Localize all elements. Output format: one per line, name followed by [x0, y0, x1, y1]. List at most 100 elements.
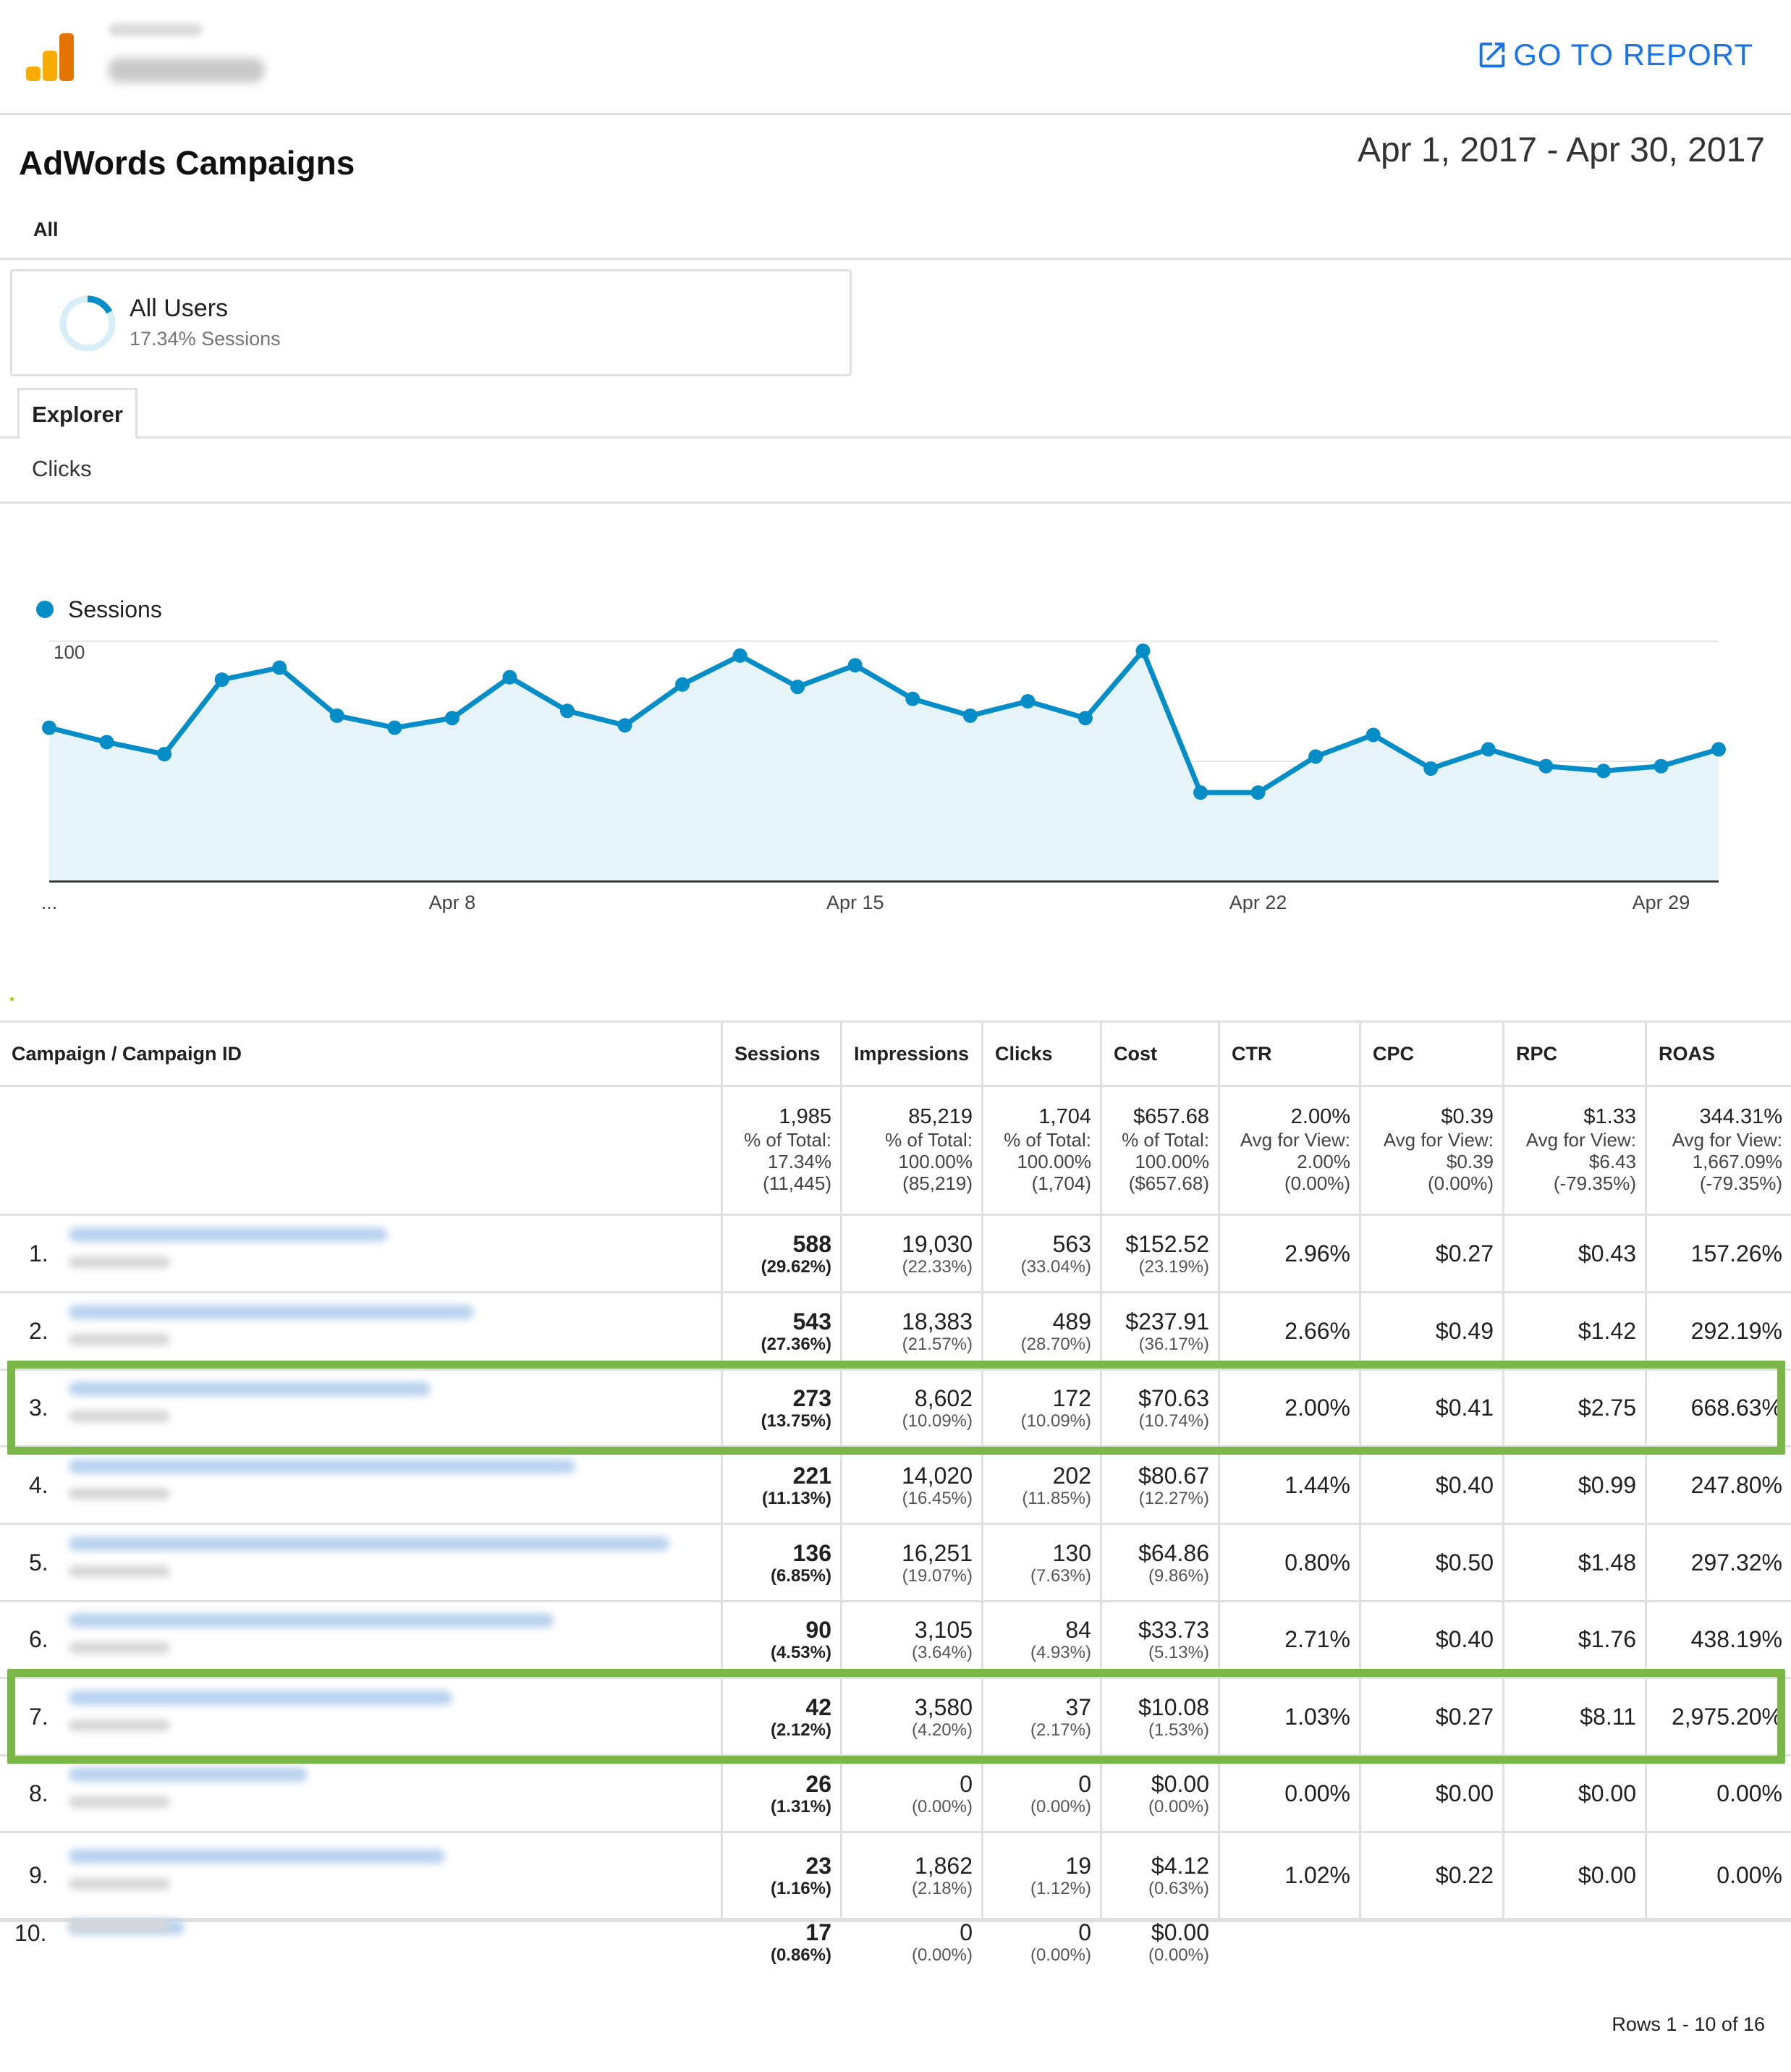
- column-header-cpc[interactable]: CPC: [1359, 1023, 1502, 1085]
- column-header-campaign[interactable]: Campaign / Campaign ID: [0, 1023, 721, 1085]
- column-header-impressions[interactable]: Impressions: [840, 1023, 981, 1085]
- impressions-percent: (2.18%): [911, 1879, 973, 1898]
- table-row[interactable]: 7. 42 (2.12%) 3,580 (4.20%) 37 (2.17%) $10.08 (1…: [0, 1679, 1791, 1756]
- column-header-cost[interactable]: Cost: [1100, 1023, 1218, 1085]
- sessions-percent: (29.62%): [761, 1256, 831, 1277]
- segment-filter-all[interactable]: All: [33, 219, 59, 240]
- table-row[interactable]: 2. 543 (27.36%) 18,383 (21.57%) 489 (28.70%) $2…: [0, 1293, 1791, 1371]
- data-point: [99, 735, 114, 750]
- top-bar: GO TO REPORT: [0, 0, 1791, 115]
- campaign-cell[interactable]: 9.: [0, 1833, 721, 1918]
- table-row[interactable]: 3. 273 (13.75%) 8,602 (10.09%) 172 (10.09%) $70…: [0, 1371, 1791, 1447]
- campaign-name-blurred[interactable]: [69, 1613, 554, 1628]
- sessions-value: 221: [792, 1462, 831, 1489]
- table-row[interactable]: 1. 588 (29.62%) 19,030 (22.33%) 563 (33.04%) $1…: [0, 1216, 1791, 1293]
- totals-line: 100.00%: [898, 1151, 973, 1172]
- campaign-name-blurred[interactable]: [69, 1458, 575, 1473]
- table-row[interactable]: 5. 136 (6.85%) 16,251 (19.07%) 130 (7.63%) $64.…: [0, 1525, 1791, 1602]
- cell-cost: $237.91 (36.17%): [1100, 1293, 1218, 1369]
- cell-sessions: 23 (1.16%): [721, 1833, 840, 1918]
- cost-value: $152.52: [1125, 1230, 1209, 1257]
- cell-cost: $152.52 (23.19%): [1100, 1216, 1218, 1291]
- legend-dot: [36, 601, 54, 618]
- cost-value: $70.63: [1138, 1385, 1209, 1411]
- totals-line: (0.00%): [1427, 1172, 1494, 1194]
- campaign-name-blurred[interactable]: [69, 1690, 452, 1705]
- column-header-sessions[interactable]: Sessions: [721, 1023, 840, 1085]
- clicks-percent: (4.93%): [1030, 1643, 1091, 1662]
- cpc-value: $0.41: [1435, 1395, 1494, 1421]
- cell-cost: $80.67 (12.27%): [1100, 1447, 1218, 1523]
- rpc-value: $1.42: [1578, 1317, 1636, 1344]
- x-tick-label: Apr 8: [429, 892, 476, 913]
- campaign-name-blurred[interactable]: [69, 1536, 669, 1551]
- campaign-cell[interactable]: 5.: [0, 1525, 721, 1600]
- campaign-name-blurred[interactable]: [69, 1849, 445, 1864]
- cost-percent: (12.27%): [1138, 1488, 1209, 1508]
- rpc-value: $8.11: [1580, 1703, 1636, 1730]
- campaign-cell[interactable]: 2.: [0, 1293, 721, 1369]
- campaign-cell[interactable]: 3.: [0, 1371, 721, 1445]
- clicks-percent: (0.00%): [1030, 1797, 1091, 1817]
- data-point: [1423, 761, 1439, 776]
- totals-line: $0.39: [1446, 1151, 1494, 1172]
- roas-value: 668.63%: [1690, 1395, 1782, 1421]
- campaign-name-blurred[interactable]: [69, 1227, 387, 1242]
- tab-explorer[interactable]: Explorer: [17, 388, 137, 439]
- sessions-percent: (4.53%): [770, 1643, 831, 1662]
- totals-line: (0.00%): [1284, 1172, 1350, 1194]
- column-header-roas[interactable]: ROAS: [1645, 1023, 1791, 1085]
- totals-line: 100.00%: [1017, 1151, 1091, 1172]
- cell-roas: 297.32%: [1645, 1525, 1791, 1600]
- cell-rpc: $0.00: [1502, 1756, 1645, 1831]
- cpc-value: $0.40: [1435, 1626, 1494, 1652]
- campaign-cell[interactable]: 1.: [0, 1216, 721, 1291]
- column-header-clicks[interactable]: Clicks: [981, 1023, 1100, 1085]
- column-header-label: Cost: [1114, 1043, 1157, 1065]
- metric-selector[interactable]: Clicks: [32, 456, 92, 481]
- totals-line: $0.39: [1441, 1105, 1494, 1128]
- date-range[interactable]: Apr 1, 2017 - Apr 30, 2017: [1357, 131, 1765, 169]
- cell-rpc: $1.42: [1502, 1293, 1645, 1369]
- table-row[interactable]: 10. 17 (0.86%) 0 (0.00%) 0 (0.00%) $0.00 (0.00%)…: [0, 1920, 1791, 1965]
- campaign-cell[interactable]: 4.: [0, 1447, 721, 1523]
- campaign-cell[interactable]: 6.: [0, 1602, 721, 1677]
- campaign-name-blurred[interactable]: [69, 1382, 431, 1396]
- cell-ctr: 2.00%: [1218, 1371, 1359, 1445]
- ctr-value: 1.03%: [1284, 1703, 1350, 1730]
- campaign-name-blurred[interactable]: [69, 1767, 308, 1782]
- row-index: 3.: [29, 1395, 48, 1421]
- table-row[interactable]: 9. 23 (1.16%) 1,862 (2.18%) 19 (1.12%) $4.12 (0.…: [0, 1833, 1791, 1920]
- column-header-label: ROAS: [1659, 1043, 1716, 1065]
- y-tick-label: 100: [54, 641, 85, 663]
- campaign-cell[interactable]: 8.: [0, 1756, 721, 1831]
- clicks-value: 172: [1052, 1385, 1091, 1411]
- table-row[interactable]: 8. 26 (1.31%) 0 (0.00%) 0 (0.00%) $0.00 (0.00%) 0…: [0, 1756, 1791, 1833]
- totals-line: 2.00%: [1290, 1105, 1350, 1128]
- campaign-cell[interactable]: 7.: [0, 1679, 721, 1754]
- rpc-value: $2.75: [1578, 1395, 1636, 1421]
- campaign-name-blurred[interactable]: [69, 1304, 474, 1319]
- cell-roas: 438.19%: [1645, 1602, 1791, 1677]
- go-to-report-button[interactable]: GO TO REPORT: [1475, 38, 1753, 72]
- cell-cpc: $0.40: [1359, 1447, 1502, 1523]
- table-row[interactable]: 6. 90 (4.53%) 3,105 (3.64%) 84 (4.93%) $33.73 (5…: [0, 1602, 1791, 1679]
- segment-card[interactable]: All Users 17.34% Sessions: [10, 269, 852, 376]
- sessions-value: 273: [792, 1385, 831, 1411]
- campaign-id-blurred: [69, 1878, 170, 1890]
- data-point: [1596, 764, 1611, 779]
- cell-clicks: 84 (4.93%): [981, 1602, 1100, 1677]
- totals-line: (-79.35%): [1699, 1172, 1782, 1194]
- totals-line: 85,219: [908, 1105, 973, 1128]
- totals-line: Avg for View:: [1525, 1129, 1636, 1151]
- sessions-value: 26: [805, 1771, 831, 1797]
- cost-value: $64.86: [1138, 1539, 1209, 1566]
- clicks-value: 202: [1052, 1462, 1091, 1489]
- cell-cpc: $0.50: [1359, 1525, 1502, 1600]
- cost-value: $0.00: [1151, 1919, 1209, 1945]
- table-row[interactable]: 4. 221 (11.13%) 14,020 (16.45%) 202 (11.85%) $8…: [0, 1447, 1791, 1525]
- totals-ctr: 2.00% Avg for View: 2.00% (0.00%): [1218, 1087, 1359, 1214]
- column-header-rpc[interactable]: RPC: [1502, 1023, 1645, 1085]
- column-header-ctr[interactable]: CTR: [1218, 1023, 1359, 1085]
